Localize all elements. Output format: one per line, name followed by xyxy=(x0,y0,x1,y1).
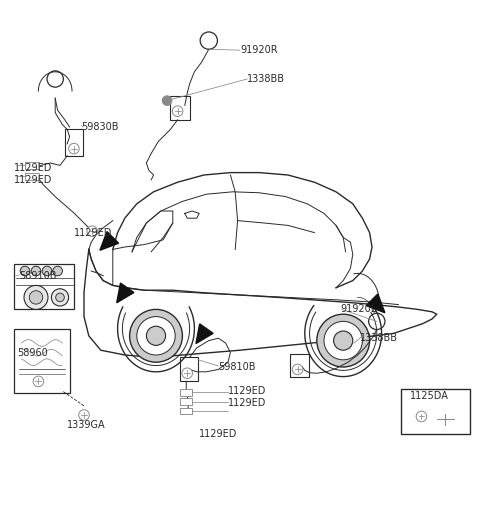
Bar xyxy=(25,162,39,169)
Circle shape xyxy=(42,266,52,276)
FancyBboxPatch shape xyxy=(14,328,70,393)
Circle shape xyxy=(31,266,41,276)
Polygon shape xyxy=(366,294,385,313)
Text: 1129ED: 1129ED xyxy=(228,386,266,396)
Circle shape xyxy=(24,285,48,309)
Circle shape xyxy=(162,96,172,105)
Text: 1338BB: 1338BB xyxy=(247,74,285,84)
Bar xyxy=(180,398,192,405)
Bar xyxy=(65,130,83,156)
Bar xyxy=(180,357,198,381)
Text: 59830B: 59830B xyxy=(82,122,119,132)
Text: 59810B: 59810B xyxy=(218,362,256,372)
Circle shape xyxy=(416,411,427,422)
Text: 1125DA: 1125DA xyxy=(410,391,449,401)
Circle shape xyxy=(33,376,44,386)
Circle shape xyxy=(47,71,63,87)
Bar xyxy=(25,173,39,180)
Polygon shape xyxy=(100,232,119,250)
Polygon shape xyxy=(117,283,134,303)
Circle shape xyxy=(51,289,69,306)
Bar xyxy=(170,96,190,120)
Circle shape xyxy=(29,291,43,304)
Circle shape xyxy=(146,326,166,346)
Circle shape xyxy=(324,321,362,360)
Text: 91920L: 91920L xyxy=(341,305,377,314)
Bar xyxy=(290,354,309,377)
Circle shape xyxy=(56,293,64,301)
Circle shape xyxy=(200,32,217,49)
Circle shape xyxy=(69,143,79,154)
Circle shape xyxy=(292,364,303,375)
Circle shape xyxy=(20,266,30,276)
Circle shape xyxy=(79,410,89,420)
Circle shape xyxy=(87,226,97,236)
Circle shape xyxy=(317,314,370,367)
Text: 1129ED: 1129ED xyxy=(228,398,266,408)
Circle shape xyxy=(130,309,182,362)
Bar xyxy=(180,408,192,414)
Text: 1129ED: 1129ED xyxy=(74,227,113,238)
Circle shape xyxy=(137,316,175,355)
Circle shape xyxy=(334,331,353,350)
FancyBboxPatch shape xyxy=(14,264,74,309)
Text: 1339GA: 1339GA xyxy=(67,420,106,429)
Text: 91920R: 91920R xyxy=(240,45,277,55)
Text: 58960: 58960 xyxy=(17,348,48,357)
Bar xyxy=(180,390,192,396)
Bar xyxy=(401,388,470,434)
Text: 1129ED: 1129ED xyxy=(14,163,53,173)
Text: 1129ED: 1129ED xyxy=(199,429,238,439)
Circle shape xyxy=(53,266,62,276)
Text: 58910B: 58910B xyxy=(19,271,57,281)
Text: 1338BB: 1338BB xyxy=(360,333,398,343)
Circle shape xyxy=(172,106,183,117)
Circle shape xyxy=(182,368,192,379)
Circle shape xyxy=(369,313,385,329)
Polygon shape xyxy=(196,324,213,343)
Text: 1129ED: 1129ED xyxy=(14,175,53,185)
Circle shape xyxy=(349,338,359,348)
